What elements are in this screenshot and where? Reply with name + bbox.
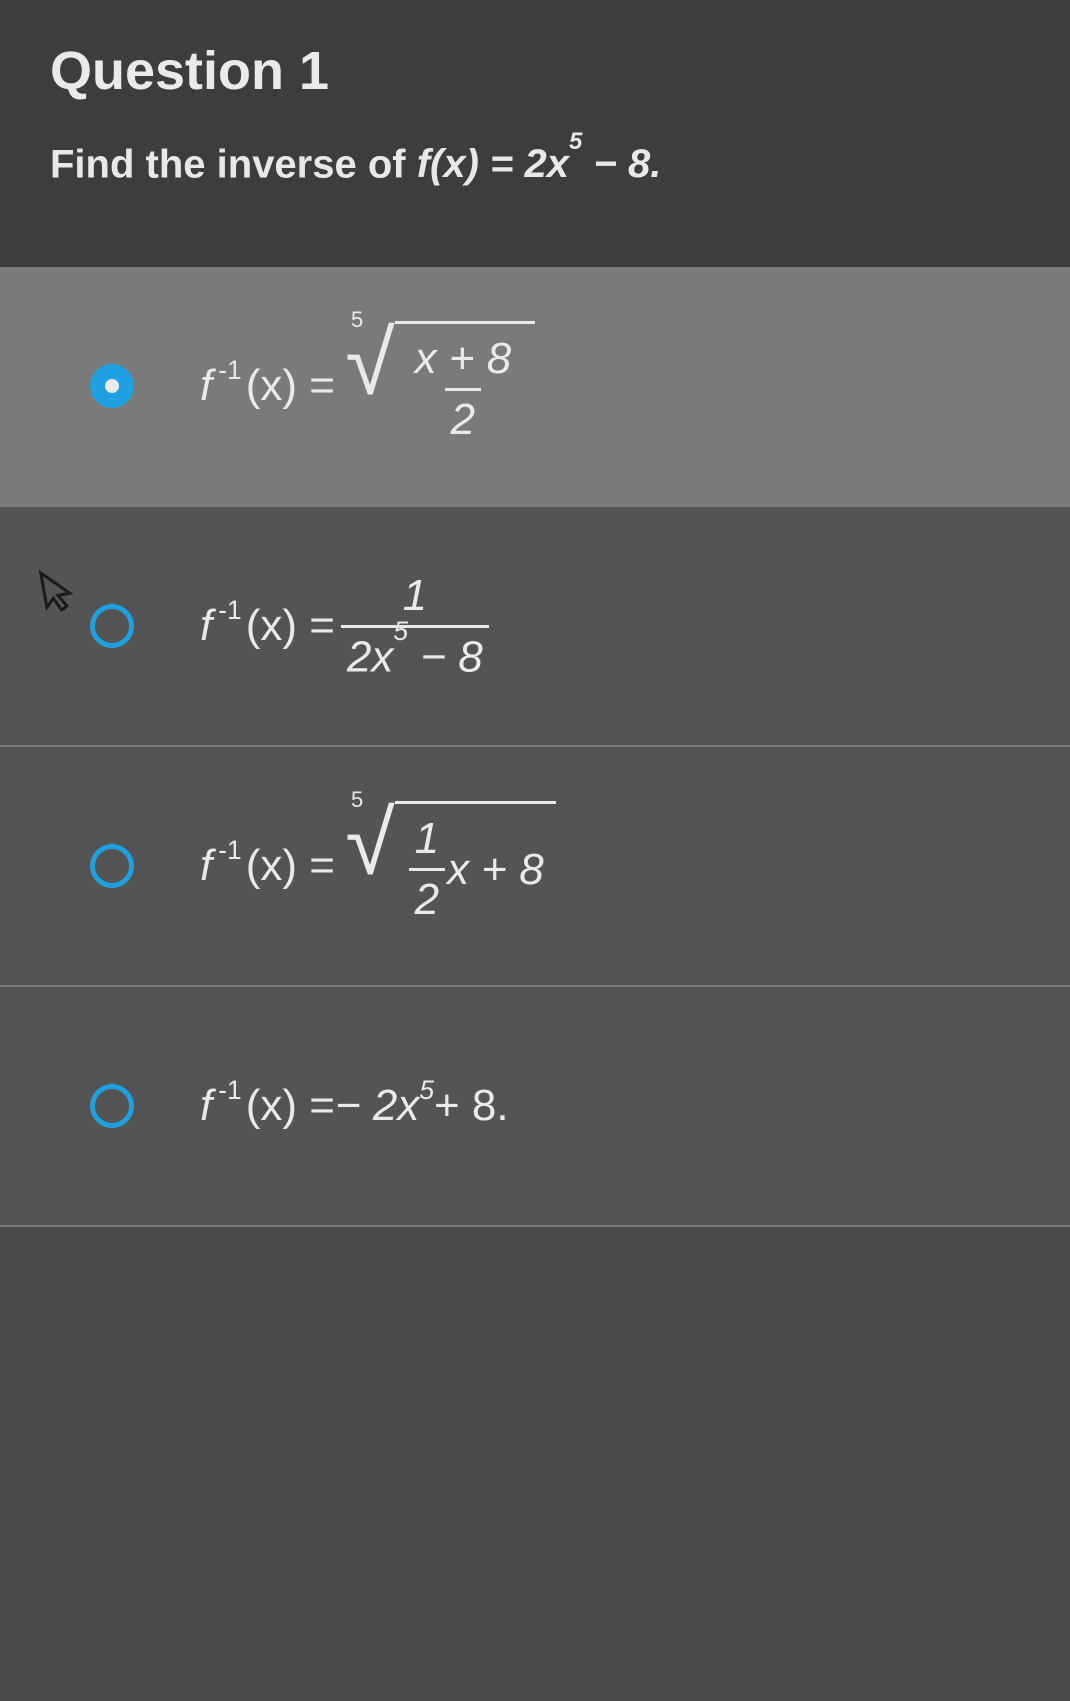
fraction-den: 2 [445,388,481,445]
finv-arg: (x) = [246,841,335,891]
prompt-func-text: f(x) = 2x [417,142,569,186]
radio-unselected-icon[interactable] [90,604,134,648]
plain-post: + 8. [434,1081,509,1131]
fraction-den: 2x5 − 8 [341,625,489,683]
finv-arg: (x) = [246,361,335,411]
answer-option-3[interactable]: f -1 (x) = 5 √ 1 2 x + 8 [0,747,1070,987]
fraction: 1 2x5 − 8 [341,571,489,683]
answer-option-2[interactable]: f -1 (x) = 1 2x5 − 8 [0,507,1070,747]
answer-option-1[interactable]: f -1 (x) = 5 √ x + 8 2 [0,267,1070,507]
after-text: x + 8 [447,845,544,895]
option-1-formula: f -1 (x) = 5 √ x + 8 2 [200,321,535,451]
radio-selected-icon[interactable] [90,364,134,408]
question-title: Question 1 [50,40,1020,102]
finv-arg: (x) = [246,601,335,651]
plain-pre: − 2x [335,1081,419,1131]
prompt-function: f(x) = 2x5 − 8. [417,142,662,186]
finv-exp: -1 [218,355,241,386]
den-exp: 5 [393,616,408,646]
half-den: 2 [409,868,445,925]
den-pre: 2x [347,632,393,681]
radicand: 1 2 x + 8 [395,801,556,931]
finv-arg: (x) = [246,1081,335,1131]
prompt-suffix: − 8. [582,142,661,186]
finv-f: f [200,1081,212,1131]
fraction: x + 8 2 [409,334,518,445]
radical-icon: √ [345,813,394,943]
answer-options: f -1 (x) = 5 √ x + 8 2 f -1 (x) = [0,267,1070,1227]
answer-option-4[interactable]: f -1 (x) = − 2x5 + 8. [0,987,1070,1227]
finv-exp: -1 [218,1075,241,1106]
finv-f: f [200,361,212,411]
finv-exp: -1 [218,835,241,866]
fifth-root: 5 √ 1 2 x + 8 [339,801,556,931]
question-prompt: Find the inverse of f(x) = 2x5 − 8. [50,142,1020,187]
fifth-root: 5 √ x + 8 2 [339,321,535,451]
plain-exp: 5 [419,1075,434,1106]
finv-f: f [200,841,212,891]
option-4-formula: f -1 (x) = − 2x5 + 8. [200,1081,509,1131]
radio-unselected-icon[interactable] [90,844,134,888]
question-header: Question 1 Find the inverse of f(x) = 2x… [0,0,1070,267]
prompt-prefix: Find the inverse of [50,142,417,186]
option-2-formula: f -1 (x) = 1 2x5 − 8 [200,571,495,683]
radical-icon: √ [345,333,394,463]
fraction-num: x + 8 [409,334,518,388]
radio-unselected-icon[interactable] [90,1084,134,1128]
prompt-exp: 5 [569,128,582,155]
half-num: 1 [409,814,445,868]
den-post: − 8 [408,632,483,681]
option-3-formula: f -1 (x) = 5 √ 1 2 x + 8 [200,801,556,931]
finv-exp: -1 [218,595,241,626]
half-fraction: 1 2 [409,814,445,925]
radicand: x + 8 2 [395,321,536,451]
finv-f: f [200,601,212,651]
